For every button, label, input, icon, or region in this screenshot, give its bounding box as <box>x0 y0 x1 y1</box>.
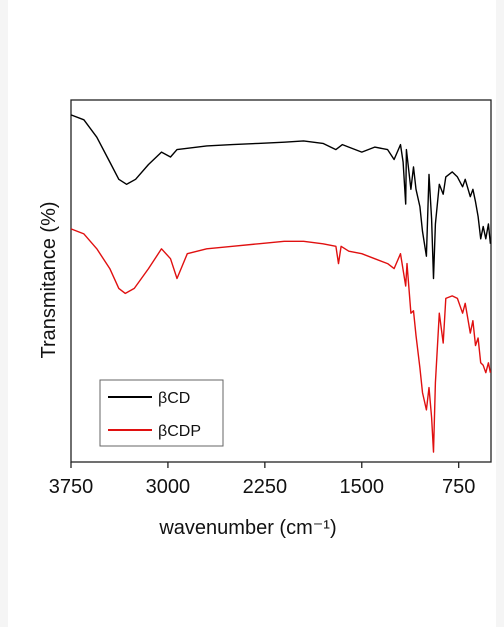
x-tick-label: 3000 <box>146 476 191 498</box>
x-tick-label: 3750 <box>49 476 94 498</box>
legend-label-bcdp: βCDP <box>158 423 201 440</box>
series-layer <box>70 114 492 453</box>
legend: βCD βCDP <box>99 379 224 447</box>
ftir-chart: 3750 3000 2250 1500 750 Transmitance (%) wav… <box>38 99 492 539</box>
legend-box <box>99 379 224 447</box>
x-tick-label: 1500 <box>340 476 385 498</box>
figure-card: 3750 3000 2250 1500 750 Transmitance (%) wav… <box>8 0 496 627</box>
y-axis-title: Transmitance (%) <box>38 201 60 358</box>
x-axis: 3750 3000 2250 1500 750 <box>49 462 475 498</box>
x-tick-label: 2250 <box>243 476 288 498</box>
x-axis-title: wavenumber (cm⁻¹) <box>158 517 336 539</box>
series-line-bcd <box>70 114 492 280</box>
x-tick-label: 750 <box>442 476 475 498</box>
series-line-bcdp <box>70 228 492 453</box>
plot-frame <box>70 99 492 463</box>
legend-label-bcd: βCD <box>158 390 190 407</box>
